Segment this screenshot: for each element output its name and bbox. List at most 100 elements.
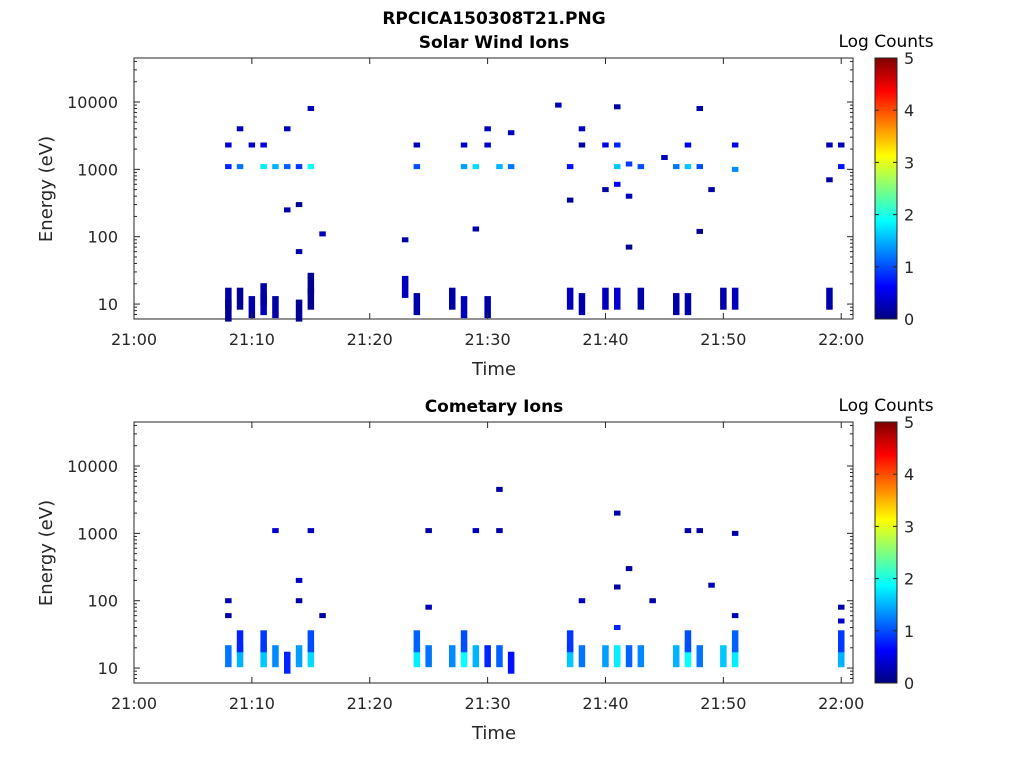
heatmap-cell	[507, 651, 515, 674]
heatmap-cell	[272, 645, 279, 668]
y-tick-label: 10000	[67, 457, 118, 476]
heatmap-cell	[614, 510, 621, 516]
heatmap-cell	[578, 142, 586, 148]
heatmap-cell	[484, 142, 491, 148]
heatmap-cell	[838, 164, 845, 170]
y-tick-label: 1000	[77, 160, 118, 179]
heatmap-cell	[260, 645, 267, 668]
heatmap-cell	[838, 630, 845, 653]
x-axis-label: Time	[471, 359, 516, 380]
x-tick-label: 21:40	[582, 694, 628, 713]
heatmap-cell	[449, 645, 456, 668]
heatmap-cell	[566, 164, 574, 170]
heatmap-cell	[731, 287, 739, 310]
heatmap-cell	[413, 645, 421, 668]
heatmap-cell	[826, 177, 833, 183]
heatmap-cell	[684, 293, 692, 316]
colorbar-tick-label: 3	[904, 153, 914, 172]
colorbar-label: Log Counts	[838, 396, 933, 416]
heatmap-cell	[826, 287, 833, 310]
heatmap-cell	[284, 164, 291, 170]
heatmap-cell	[472, 164, 480, 170]
heatmap-cell	[731, 630, 739, 653]
plot-area	[133, 57, 854, 320]
heatmap-cell	[602, 187, 609, 193]
colorbar-tick-label: 2	[904, 206, 914, 225]
heatmap-cell	[307, 528, 315, 534]
heatmap-cell	[602, 287, 609, 310]
colorbar-tick-label: 0	[904, 674, 914, 693]
heatmap-cell	[319, 613, 326, 619]
heatmap-cell	[625, 193, 633, 199]
solar-wind-ions-panel: Solar Wind Ions 21:00 21:10 21:20 21:30 21:4…	[36, 32, 934, 380]
heatmap-cell	[614, 181, 621, 187]
y-tick-label: 100	[87, 228, 118, 247]
heatmap-cell	[307, 645, 315, 668]
heatmap-cell	[673, 645, 680, 668]
heatmap-cell	[614, 104, 621, 110]
colorbar	[874, 421, 898, 684]
heatmap-cell	[708, 582, 715, 588]
heatmap-cell	[625, 566, 633, 572]
heatmap-cell	[673, 293, 680, 316]
heatmap-cell	[225, 598, 232, 604]
heatmap-cell	[625, 161, 633, 167]
heatmap-cell	[272, 296, 279, 319]
heatmap-cell	[307, 630, 315, 653]
heatmap-cell	[484, 645, 491, 668]
heatmap-cell	[236, 630, 244, 653]
y-tick-label: 10	[98, 659, 118, 678]
heatmap-cell	[272, 164, 279, 170]
heatmap-cell	[614, 625, 621, 630]
heatmap-cell	[484, 126, 491, 132]
x-tick-label: 21:20	[347, 694, 393, 713]
colorbar-tick-label: 5	[904, 413, 914, 432]
y-tick-label: 100	[87, 592, 118, 611]
heatmap-cell	[295, 645, 303, 668]
x-tick-label: 21:50	[700, 330, 746, 349]
heatmap-cell	[295, 164, 303, 170]
heatmap-cell	[260, 630, 267, 653]
x-tick-label: 21:50	[700, 694, 746, 713]
heatmap-cell	[731, 645, 739, 668]
heatmap-cell	[555, 102, 562, 108]
heatmap-cell	[684, 528, 692, 534]
heatmap-cell	[307, 106, 315, 111]
heatmap-cell	[684, 164, 692, 170]
heatmap-cell	[720, 645, 727, 668]
heatmap-cell	[720, 287, 727, 310]
heatmap-cell	[566, 630, 574, 653]
plot-area	[133, 421, 854, 684]
heatmap-cell	[260, 283, 267, 306]
heatmap-cell	[413, 164, 421, 170]
heatmap-cell	[684, 630, 692, 653]
heatmap-cell	[225, 613, 232, 619]
x-tick-label: 22:00	[818, 330, 864, 349]
heatmap-cell	[637, 287, 645, 310]
heatmap-cell	[566, 287, 574, 310]
heatmap-cell	[460, 645, 468, 668]
heatmap-cells	[225, 102, 845, 322]
heatmap-cell	[696, 228, 703, 234]
heatmap-cell	[272, 528, 279, 534]
heatmap-cell	[460, 630, 468, 653]
heatmap-cell	[449, 287, 456, 310]
heatmap-cell	[319, 231, 326, 237]
heatmap-cell	[731, 166, 739, 172]
heatmap-cell	[507, 130, 515, 136]
heatmap-cell	[637, 164, 645, 170]
x-tick-label: 21:10	[229, 330, 275, 349]
heatmap-cell	[566, 645, 574, 668]
heatmap-cell	[225, 164, 232, 170]
heatmap-cell	[602, 142, 609, 148]
x-axis-ticks: 21:00 21:10 21:20 21:30 21:40 21:50 22:00	[111, 58, 864, 349]
cometary-ions-panel: Cometary Ions 21:00 21:10 21:20 21:30 21:40 2…	[36, 396, 934, 744]
heatmap-cell	[295, 577, 303, 583]
heatmap-cell	[472, 226, 480, 232]
heatmap-cell	[708, 187, 715, 193]
heatmap-cell	[295, 299, 303, 322]
heatmap-cell	[413, 142, 421, 148]
panel-title: Solar Wind Ions	[419, 33, 570, 53]
colorbar	[874, 57, 898, 320]
